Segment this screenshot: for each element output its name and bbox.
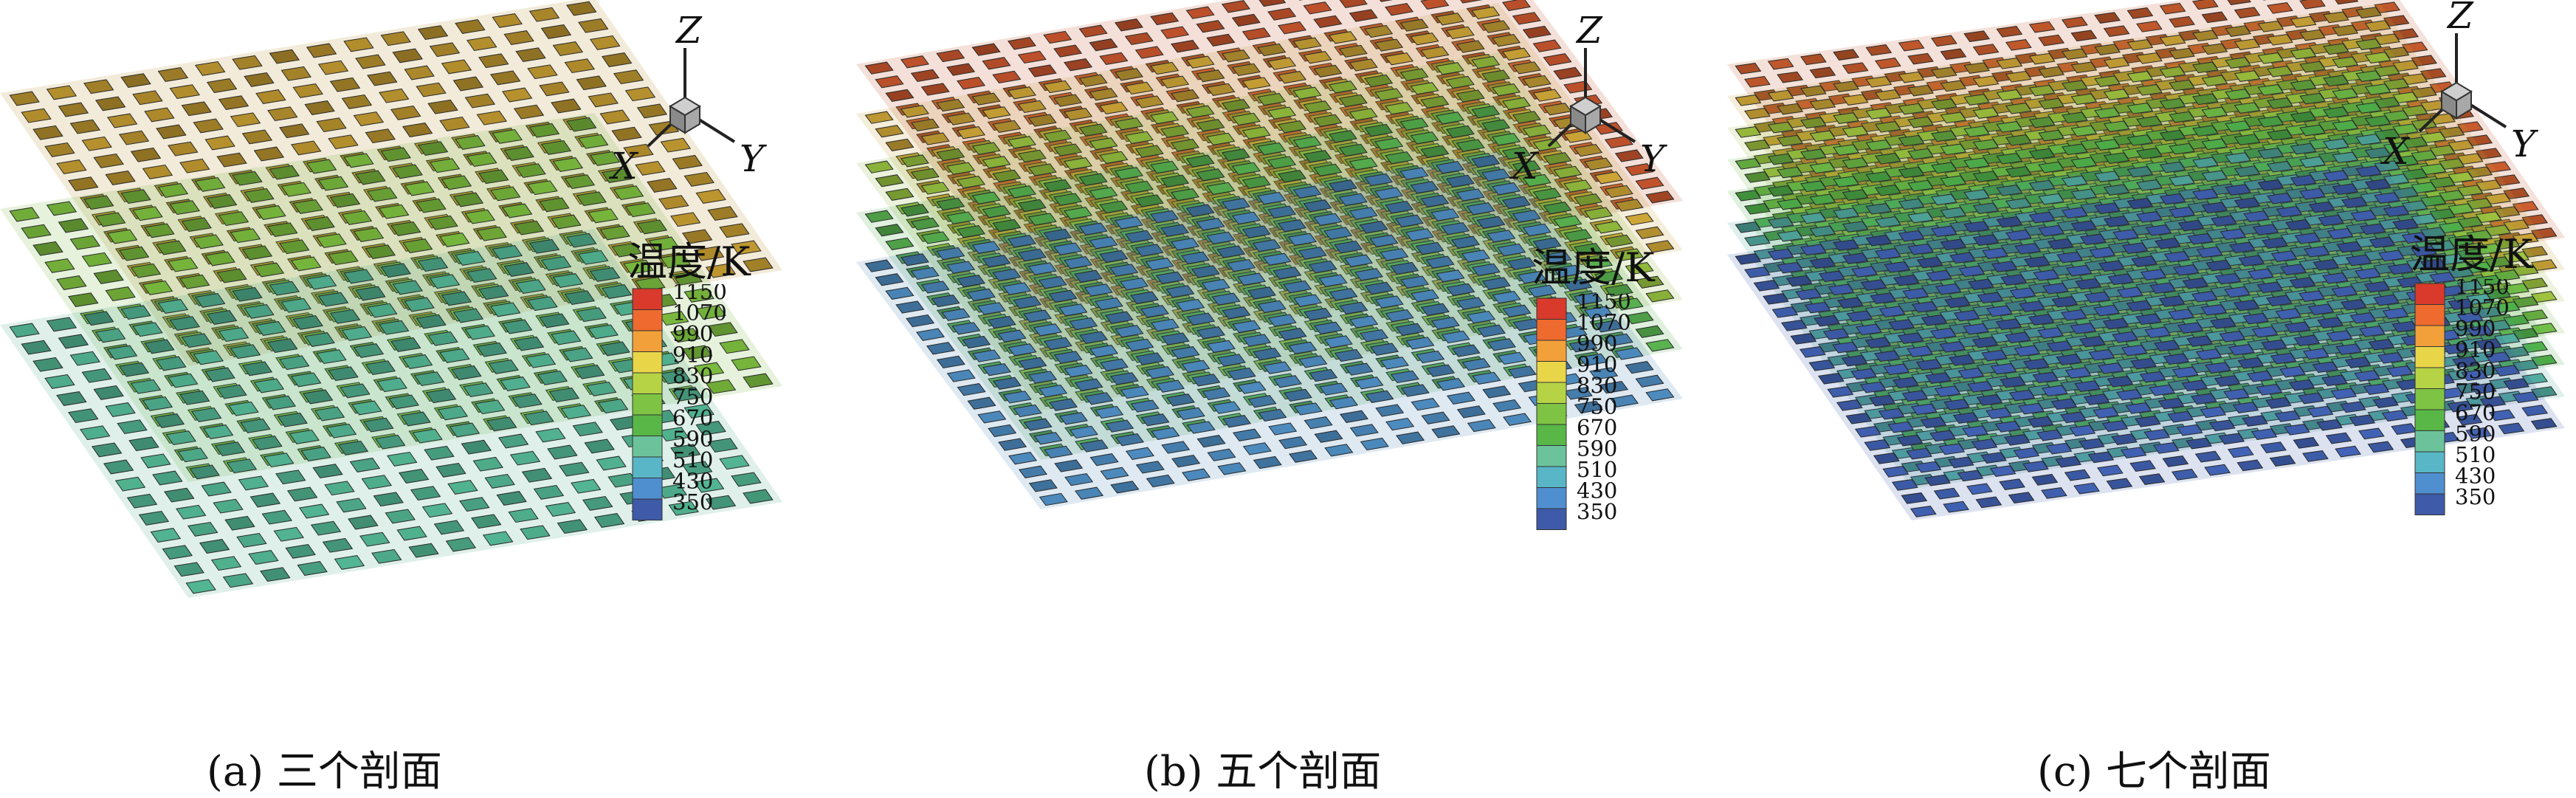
panel-caption-text: 五个剖面 <box>1216 748 1381 796</box>
colorbar-swatch <box>1537 446 1566 467</box>
colorbar-swatch <box>1537 404 1566 425</box>
colorbar-swatch <box>633 457 662 478</box>
colorbar-swatch <box>633 310 662 331</box>
colorbar-swatch <box>1537 362 1566 383</box>
axes-triad: Z Y X <box>605 15 797 185</box>
colorbar-swatch <box>1537 488 1566 509</box>
colorbar-swatch <box>633 352 662 374</box>
colorbar-swatch <box>633 436 662 458</box>
colorbar-swatch <box>1537 298 1566 320</box>
axis-label-z: Z <box>1575 15 1603 52</box>
axis-label-x: X <box>1509 145 1540 185</box>
colorbar-title: 温度/K <box>1532 235 1655 293</box>
colorbar-tick-label: 350 <box>672 489 713 515</box>
panel-caption-text: 三个剖面 <box>277 748 442 796</box>
colorbar-swatch <box>1537 382 1566 404</box>
colorbar-swatch <box>1537 467 1566 488</box>
colorbar-swatch <box>633 373 662 394</box>
axis-label-y: Y <box>740 137 767 180</box>
colorbar-swatch <box>633 415 662 436</box>
colorbar-swatch <box>633 289 662 310</box>
panel-caption: (b) 五个剖面 <box>1144 738 1381 798</box>
colorbar-swatch <box>1537 424 1566 446</box>
colorbar-swatch <box>1537 320 1566 341</box>
colorbar-swatch <box>633 331 662 352</box>
axis-label-x: X <box>608 145 639 185</box>
colorbar-swatch <box>633 478 662 500</box>
axis-label-z: Z <box>675 15 703 52</box>
colorbar-swatch <box>1537 509 1566 530</box>
panel-label: (b) <box>1144 748 1203 796</box>
axes-triad: Z Y X <box>1506 15 1698 185</box>
panel-caption: (a) 三个剖面 <box>207 738 442 798</box>
colorbar-swatch <box>1537 340 1566 362</box>
colorbar-swatch <box>633 394 662 416</box>
colorbar-swatch <box>633 499 662 520</box>
colorbar-tick-label: 350 <box>1577 499 1617 524</box>
axis-label-y: Y <box>1640 137 1667 180</box>
panel-label: (a) <box>207 748 264 796</box>
colorbar-title: 温度/K <box>627 229 751 287</box>
